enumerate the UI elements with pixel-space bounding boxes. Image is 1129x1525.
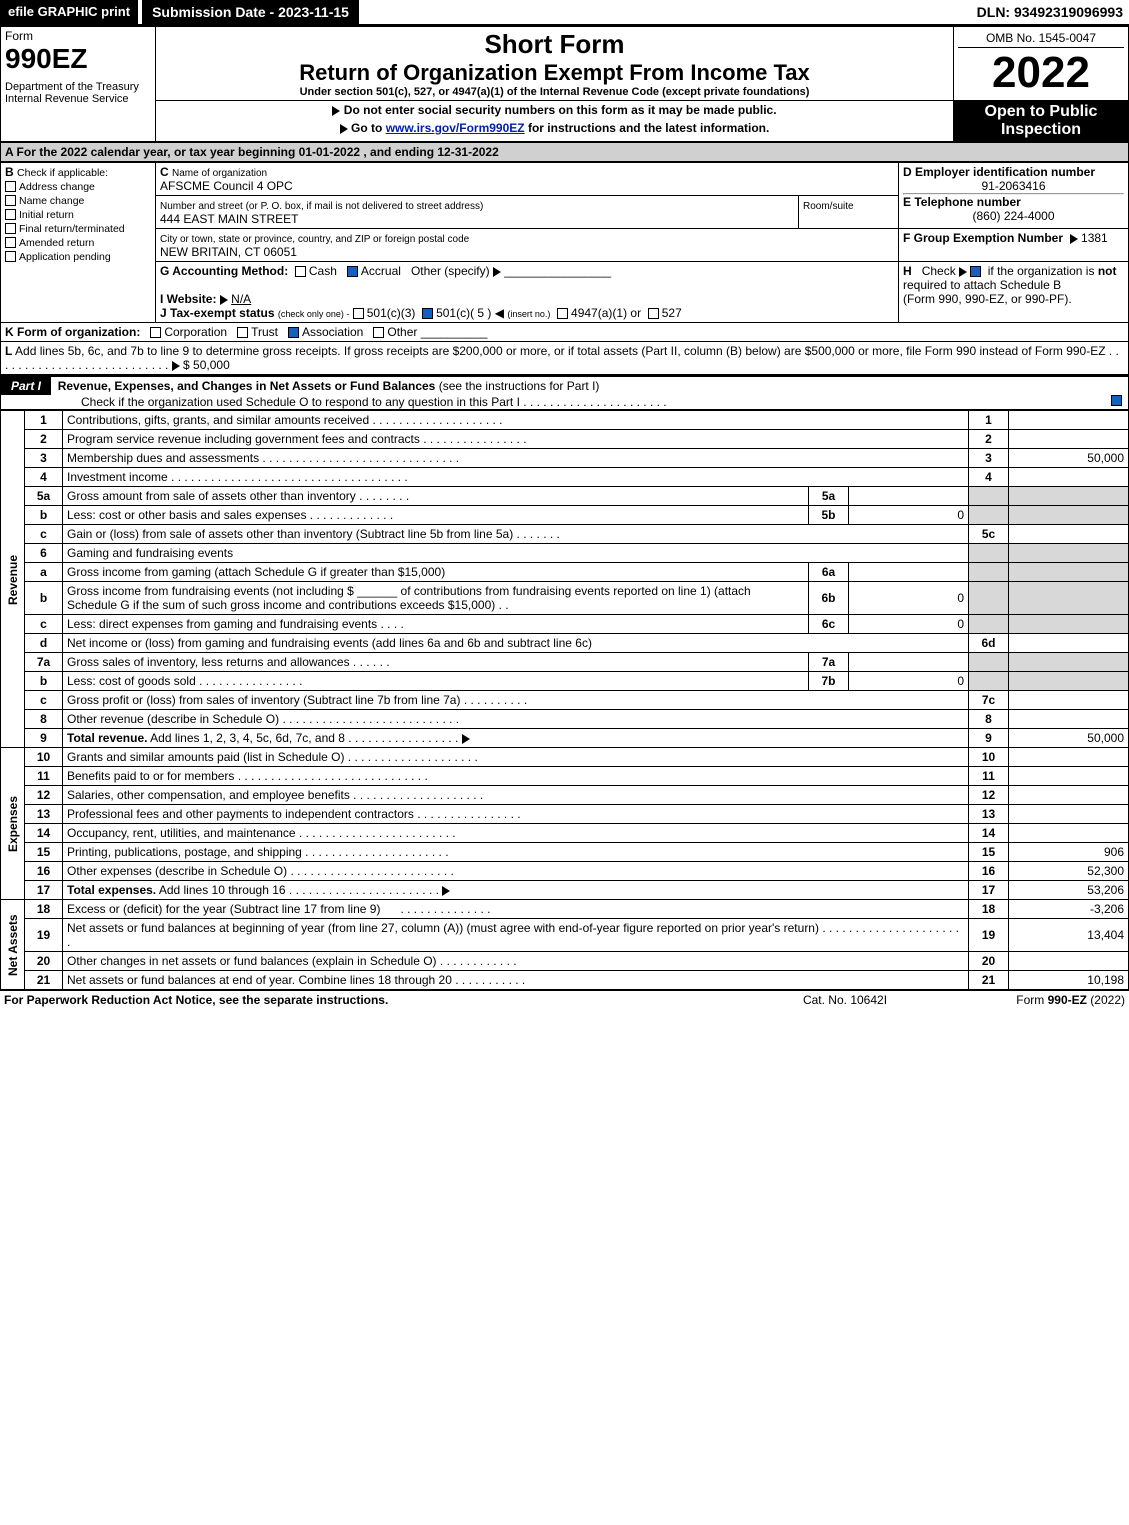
checkbox-corp[interactable]: [150, 327, 161, 338]
return-title: Return of Organization Exempt From Incom…: [160, 60, 949, 86]
line-19-value: 13,404: [1009, 919, 1129, 952]
efile-print-button[interactable]: efile GRAPHIC print: [0, 0, 138, 24]
checkbox-assoc[interactable]: [288, 327, 299, 338]
checkbox-527[interactable]: [648, 308, 659, 319]
section-f-label: F Group Exemption Number: [903, 231, 1063, 245]
street: 444 EAST MAIN STREET: [160, 212, 299, 226]
phone: (860) 224-4000: [903, 209, 1124, 223]
section-a: A For the 2022 calendar year, or tax yea…: [0, 142, 1129, 162]
revenue-section-label: Revenue: [1, 411, 25, 748]
ein: 91-2063416: [903, 179, 1124, 193]
checkbox-501c[interactable]: [422, 308, 433, 319]
checkbox-accrual[interactable]: [347, 266, 358, 277]
section-b-label: B: [5, 165, 14, 179]
net-assets-section-label: Net Assets: [1, 900, 25, 990]
checkbox-4947a1[interactable]: [557, 308, 568, 319]
arrow-icon: [220, 295, 228, 305]
omb-number: OMB No. 1545-0047: [958, 29, 1124, 48]
line-17-value: 53,206: [1009, 881, 1129, 900]
goto-post: for instructions and the latest informat…: [528, 121, 769, 135]
arrow-icon: [493, 267, 501, 277]
line-21-value: 10,198: [1009, 971, 1129, 990]
arrow-icon: [959, 267, 967, 277]
checkbox-501c3[interactable]: [353, 308, 364, 319]
line-15-value: 906: [1009, 843, 1129, 862]
section-d-label: D Employer identification number: [903, 165, 1095, 179]
arrow-icon: [462, 734, 470, 744]
website: N/A: [231, 292, 251, 306]
checkbox-trust[interactable]: [237, 327, 248, 338]
dept-irs: Internal Revenue Service: [5, 93, 151, 105]
gross-receipts: $ 50,000: [183, 358, 230, 372]
expenses-section-label: Expenses: [1, 748, 25, 900]
checkbox-initial-return[interactable]: [5, 209, 16, 220]
checkbox-final-return[interactable]: [5, 223, 16, 234]
short-form-title: Short Form: [160, 29, 949, 60]
ssn-warning: Do not enter social security numbers on …: [344, 103, 777, 117]
section-j-label: J Tax-exempt status: [160, 306, 275, 320]
entity-info-grid: B Check if applicable: Address change Na…: [0, 162, 1129, 323]
city-label: City or town, state or province, country…: [160, 234, 469, 245]
form-number: 990EZ: [5, 43, 151, 75]
org-name: AFSCME Council 4 OPC: [160, 179, 293, 193]
section-l: L Add lines 5b, 6c, and 7b to line 9 to …: [0, 342, 1129, 375]
line-9-value: 50,000: [1009, 729, 1129, 748]
line-16-value: 52,300: [1009, 862, 1129, 881]
form-word: Form: [5, 29, 151, 43]
checkbox-cash[interactable]: [295, 266, 306, 277]
section-c-label: C: [160, 165, 169, 179]
arrow-icon: [1070, 234, 1078, 244]
section-h-label: H: [903, 264, 912, 278]
topbar: efile GRAPHIC print Submission Date - 20…: [0, 0, 1129, 26]
group-exemption: 1381: [1081, 231, 1108, 245]
section-e-label: E Telephone number: [903, 195, 1021, 209]
arrow-icon: [172, 361, 180, 371]
part-1-table: Revenue 1 Contributions, gifts, grants, …: [0, 410, 1129, 990]
city: NEW BRITAIN, CT 06051: [160, 245, 297, 259]
dln: DLN: 93492319096993: [971, 0, 1129, 24]
part-1-label: Part I: [1, 377, 51, 395]
checkbox-name-change[interactable]: [5, 195, 16, 206]
line-18-value: -3,206: [1009, 900, 1129, 919]
checkbox-amended-return[interactable]: [5, 237, 16, 248]
submission-date: Submission Date - 2023-11-15: [142, 0, 359, 24]
checkbox-app-pending[interactable]: [5, 251, 16, 262]
checkbox-schedule-o[interactable]: [1111, 395, 1122, 406]
section-g-label: G Accounting Method:: [160, 264, 288, 278]
arrow-icon: [442, 886, 450, 896]
street-label: Number and street (or P. O. box, if mail…: [160, 201, 483, 212]
org-name-label: Name of organization: [172, 168, 267, 179]
irs-link[interactable]: www.irs.gov/Form990EZ: [386, 121, 525, 135]
open-public-badge: Open to Public Inspection: [954, 101, 1129, 142]
section-k: K Form of organization: Corporation Trus…: [0, 323, 1129, 342]
tax-year: 2022: [958, 48, 1124, 98]
part-1-header: Part I Revenue, Expenses, and Changes in…: [0, 375, 1129, 410]
room-label: Room/suite: [803, 201, 854, 212]
line-3-value: 50,000: [1009, 449, 1129, 468]
checkbox-address-change[interactable]: [5, 181, 16, 192]
arrow-icon: [332, 106, 340, 116]
arrow-icon: [340, 124, 348, 134]
section-i-label: I Website:: [160, 292, 216, 306]
pra-notice: For Paperwork Reduction Act Notice, see …: [4, 993, 745, 1007]
checkbox-h[interactable]: [970, 266, 981, 277]
under-section: Under section 501(c), 527, or 4947(a)(1)…: [160, 86, 949, 98]
form-header: Form 990EZ Department of the Treasury In…: [0, 26, 1129, 142]
cat-no: Cat. No. 10642I: [745, 993, 945, 1007]
goto-pre: Go to: [351, 121, 386, 135]
check-if-applicable: Check if applicable:: [17, 167, 108, 179]
checkbox-other-org[interactable]: [373, 327, 384, 338]
page-footer: For Paperwork Reduction Act Notice, see …: [0, 990, 1129, 1009]
dept-treasury: Department of the Treasury: [5, 81, 151, 93]
